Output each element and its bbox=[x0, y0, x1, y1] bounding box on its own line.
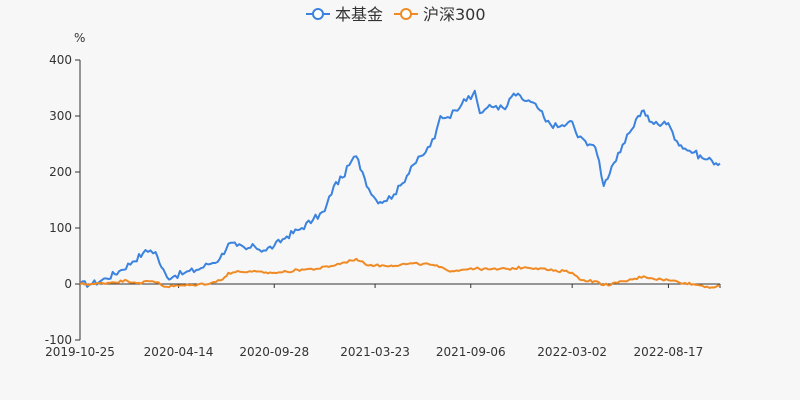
series-line-2 bbox=[79, 257, 721, 289]
y-tick-label: 400 bbox=[49, 53, 72, 67]
x-tick-label: 2019-10-25 bbox=[45, 345, 115, 359]
y-tick-label: 100 bbox=[49, 221, 72, 235]
series-layer bbox=[79, 89, 721, 289]
legend-marker-icon bbox=[400, 8, 412, 20]
y-tick-label: 200 bbox=[49, 165, 72, 179]
legend-label: 沪深300 bbox=[423, 5, 486, 24]
legend-item-1[interactable]: 本基金 bbox=[306, 5, 383, 24]
y-axis: -100 0 100 200 300 400 bbox=[45, 53, 81, 347]
x-tick-label: 2021-03-23 bbox=[340, 345, 410, 359]
series-line-1 bbox=[79, 89, 721, 288]
x-tick-label: 2021-09-06 bbox=[436, 345, 506, 359]
x-tick-label: 2020-09-28 bbox=[239, 345, 309, 359]
y-axis-unit-label: % bbox=[74, 31, 85, 45]
legend-label: 本基金 bbox=[335, 5, 383, 24]
x-tick-label: 2022-03-02 bbox=[537, 345, 607, 359]
y-tick-label: 300 bbox=[49, 109, 72, 123]
x-axis: 2019-10-25 2020-04-14 2020-09-28 2021-03-23… bbox=[45, 283, 721, 359]
x-tick-label: 2020-04-14 bbox=[144, 345, 214, 359]
y-tick-label: 0 bbox=[64, 277, 72, 291]
y-tick-label: -100 bbox=[45, 333, 72, 347]
legend-item-2[interactable]: 沪深300 bbox=[394, 5, 486, 24]
legend[interactable]: 本基金 沪深300 bbox=[306, 5, 486, 24]
x-tick-label: 2022-08-17 bbox=[634, 345, 704, 359]
legend-marker-icon bbox=[312, 8, 324, 20]
